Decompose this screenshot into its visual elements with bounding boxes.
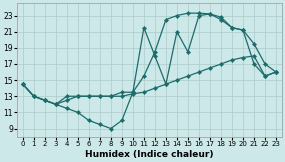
X-axis label: Humidex (Indice chaleur): Humidex (Indice chaleur) — [85, 150, 214, 159]
